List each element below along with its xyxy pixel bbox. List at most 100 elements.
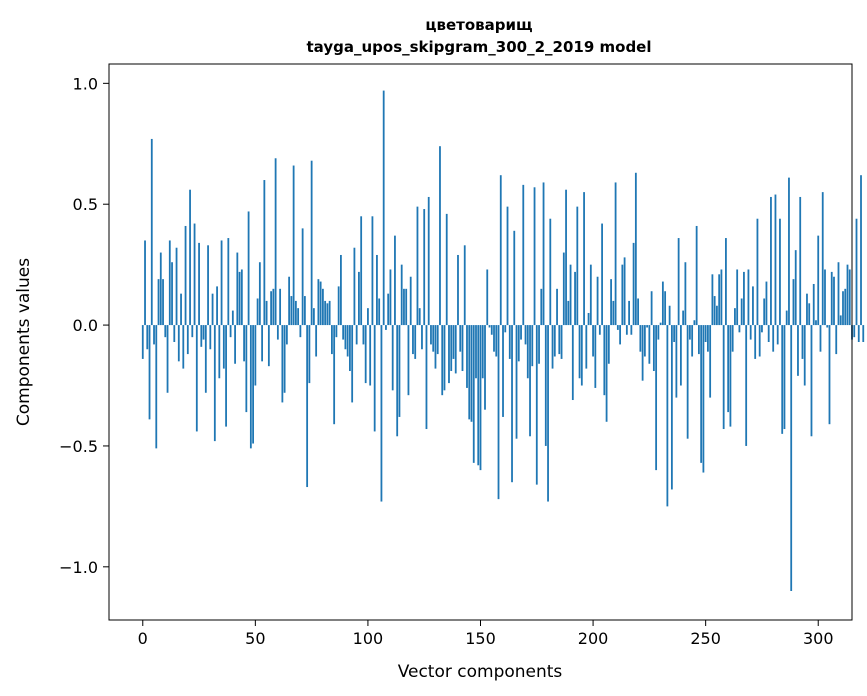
bar-4 [150, 138, 153, 326]
bar-308 [835, 325, 838, 355]
bar-65 [288, 276, 291, 326]
bar-16 [177, 325, 180, 362]
bar-146 [470, 325, 473, 422]
bar-86 [335, 325, 338, 338]
bar-80 [321, 288, 324, 326]
bar-162 [506, 206, 509, 326]
bar-246 [695, 225, 698, 326]
bar-136 [448, 325, 450, 384]
bar-21 [189, 189, 191, 326]
bar-194 [578, 325, 581, 379]
bar-150 [479, 325, 482, 471]
bar-271 [752, 286, 754, 326]
bar-314 [848, 269, 851, 326]
bar-128 [430, 325, 432, 345]
bar-241 [684, 262, 687, 326]
bar-116 [403, 288, 405, 326]
x-tick-label: 200 [578, 629, 609, 648]
bar-56 [267, 325, 270, 367]
bar-298 [812, 283, 815, 326]
bar-225 [648, 325, 651, 364]
bar-53 [261, 325, 264, 362]
bar-12 [168, 240, 171, 326]
bar-226 [650, 291, 653, 326]
bar-209 [612, 300, 615, 326]
bar-71 [301, 228, 304, 326]
bar-259 [725, 238, 727, 326]
bar-247 [697, 325, 700, 355]
bar-289 [792, 279, 795, 326]
bar-10 [164, 325, 167, 338]
bar-151 [481, 325, 484, 379]
bar-210 [614, 182, 617, 326]
bar-267 [743, 271, 745, 326]
bar-195 [580, 325, 583, 386]
x-ticks-group: 0 50 100 150 200 250 300 [138, 620, 834, 648]
bar-107 [382, 90, 385, 326]
y-tick-label: 1.0 [73, 74, 98, 93]
bar-23 [193, 223, 196, 326]
bars-group [141, 90, 865, 591]
bar-43 [238, 271, 241, 326]
bar-269 [747, 269, 750, 326]
bar-188 [565, 189, 567, 326]
bar-81 [324, 300, 327, 326]
bar-126 [425, 325, 428, 430]
bar-204 [601, 223, 603, 326]
bar-290 [794, 250, 797, 326]
bar-31 [211, 293, 214, 326]
bar-17 [180, 293, 182, 326]
bar-131 [436, 325, 439, 355]
bar-127 [427, 196, 430, 326]
bar-265 [738, 325, 741, 333]
bar-111 [391, 325, 394, 391]
bar-228 [655, 325, 658, 471]
bar-316 [853, 325, 856, 338]
bar-64 [285, 325, 288, 345]
bar-72 [303, 296, 306, 326]
bar-276 [763, 298, 766, 326]
bar-123 [418, 308, 421, 326]
bar-197 [585, 325, 588, 369]
bar-237 [675, 325, 678, 398]
bar-232 [664, 291, 667, 326]
bar-7 [157, 279, 160, 326]
bar-118 [407, 325, 410, 396]
x-tick-label: 150 [465, 629, 496, 648]
bar-1 [144, 240, 146, 326]
bar-168 [520, 325, 522, 340]
bar-176 [538, 325, 540, 364]
bar-242 [686, 325, 689, 439]
bar-49 [252, 325, 254, 444]
bar-169 [522, 184, 525, 326]
bar-264 [736, 269, 739, 326]
bar-307 [833, 276, 835, 326]
bar-249 [702, 325, 705, 473]
bar-157 [495, 325, 498, 357]
bar-208 [610, 279, 612, 326]
bar-217 [630, 325, 633, 335]
bar-133 [441, 325, 444, 396]
bar-140 [457, 254, 459, 326]
bar-260 [727, 325, 730, 413]
bar-75 [310, 160, 313, 326]
bar-175 [535, 325, 538, 485]
bar-311 [842, 291, 844, 326]
bar-295 [806, 293, 808, 326]
bar-214 [623, 257, 626, 326]
bar-3 [148, 325, 151, 420]
bar-58 [272, 288, 275, 326]
bar-270 [749, 325, 752, 340]
bar-113 [396, 325, 399, 437]
bar-26 [200, 325, 203, 347]
bar-170 [524, 325, 527, 345]
bar-38 [227, 238, 230, 326]
bar-144 [466, 325, 468, 388]
bar-280 [772, 325, 775, 352]
bar-42 [236, 252, 239, 326]
x-tick-label: 50 [245, 629, 265, 648]
bar-70 [299, 325, 302, 338]
bar-203 [598, 325, 601, 335]
x-tick-label: 0 [138, 629, 148, 648]
bar-95 [355, 325, 358, 345]
